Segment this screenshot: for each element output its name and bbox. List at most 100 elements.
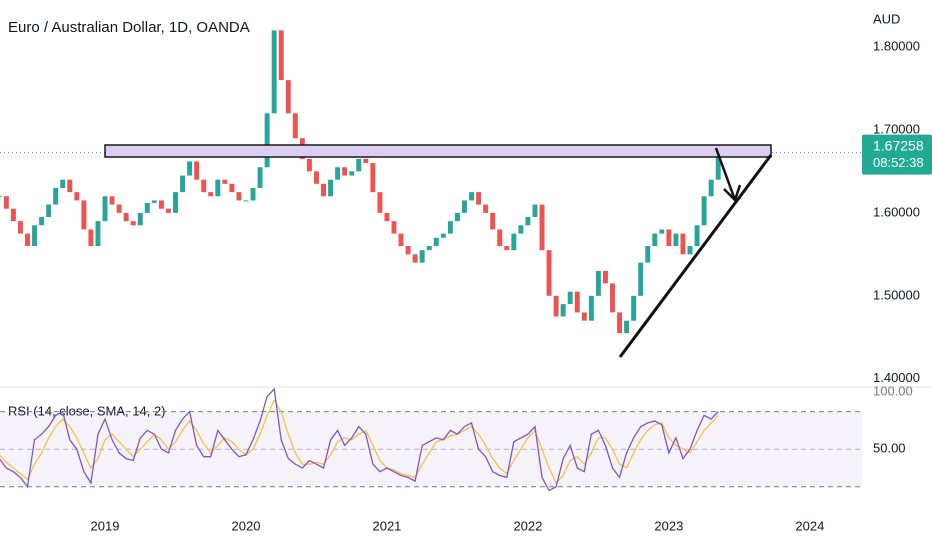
x-tick-label: 2021 [372, 518, 401, 533]
candle [32, 225, 38, 247]
candle [715, 152, 721, 180]
rsi-top-label: 100.00 [873, 383, 913, 398]
candle [645, 246, 651, 263]
candle [490, 212, 496, 230]
candle [46, 204, 52, 218]
candle [624, 320, 630, 334]
candle [539, 204, 545, 251]
chart-title: Euro / Australian Dollar, 1D, OANDA [8, 19, 250, 36]
candle [74, 192, 80, 201]
candle [391, 221, 397, 234]
trend-line [618, 154, 773, 358]
candle [180, 175, 186, 193]
candle [426, 246, 432, 251]
candle [257, 167, 263, 188]
candle [123, 212, 129, 222]
x-tick-label: 2024 [795, 518, 824, 533]
y-tick-label: 1.80000 [873, 38, 920, 53]
y-tick-label: 1.60000 [873, 204, 920, 219]
candle [109, 196, 115, 205]
candle [292, 113, 298, 139]
candle [694, 225, 700, 247]
candle [476, 192, 482, 205]
candle [81, 200, 87, 230]
arrow-shaft [714, 147, 737, 201]
candle [610, 283, 615, 313]
y-tick-label: 1.70000 [873, 121, 920, 136]
candle [363, 158, 369, 164]
candle [102, 196, 108, 222]
candle [116, 204, 122, 213]
rsi-line [0, 387, 719, 492]
candle [3, 196, 9, 209]
candle [17, 221, 23, 234]
candle [567, 291, 573, 305]
candle [659, 229, 665, 234]
candle [313, 171, 319, 184]
candle [215, 179, 221, 197]
candle [165, 208, 171, 213]
candle [680, 233, 686, 255]
candle [666, 229, 672, 247]
candle [158, 200, 164, 209]
candle [504, 246, 510, 251]
x-tick-label: 2020 [232, 518, 261, 533]
candle [25, 233, 30, 247]
candle [433, 237, 439, 247]
candle [602, 270, 608, 284]
candle [151, 200, 157, 203]
candle [250, 187, 256, 201]
candle [222, 179, 228, 184]
y-tick-label: 50.00 [873, 441, 906, 456]
candle [560, 304, 566, 317]
x-tick-label: 2023 [654, 518, 683, 533]
candle [617, 312, 623, 334]
candle [0, 195, 2, 197]
rsi-title: RSI (14, close, SMA, 14, 2) [8, 403, 166, 418]
candle [278, 30, 284, 81]
x-tick-label: 2022 [513, 518, 542, 533]
candle [454, 212, 460, 222]
y-tick-label: 1.50000 [873, 287, 920, 302]
last-price-label: 1.67258 [873, 137, 924, 153]
candle [419, 250, 425, 263]
candle [236, 192, 242, 201]
candle [546, 250, 552, 296]
candle [95, 221, 101, 247]
candle [581, 312, 587, 321]
candle [638, 262, 644, 296]
candle [497, 229, 503, 247]
candle [462, 200, 467, 213]
x-tick-label: 2019 [91, 518, 120, 533]
candle [335, 167, 341, 180]
y-tick-label: 1.40000 [873, 370, 920, 385]
candle [687, 246, 693, 255]
candle [398, 233, 404, 247]
candle [631, 295, 637, 321]
candle [10, 208, 16, 222]
currency-label: AUD [873, 11, 900, 26]
drawings [104, 144, 773, 358]
candle [187, 161, 193, 176]
candle [130, 221, 136, 226]
candle [137, 212, 143, 226]
candle [271, 30, 277, 114]
candle [53, 187, 59, 205]
candle [588, 295, 594, 321]
candle [405, 246, 411, 255]
rsi-line [0, 398, 719, 485]
candle [264, 113, 270, 168]
candle [447, 221, 453, 234]
candle [328, 179, 334, 197]
candle [412, 254, 418, 263]
candle [377, 192, 383, 213]
candle [532, 204, 538, 218]
candle [285, 80, 291, 114]
candle [511, 233, 517, 251]
candle [208, 192, 214, 197]
last-price-box [862, 134, 932, 175]
candle [321, 183, 326, 197]
candle [483, 204, 489, 213]
